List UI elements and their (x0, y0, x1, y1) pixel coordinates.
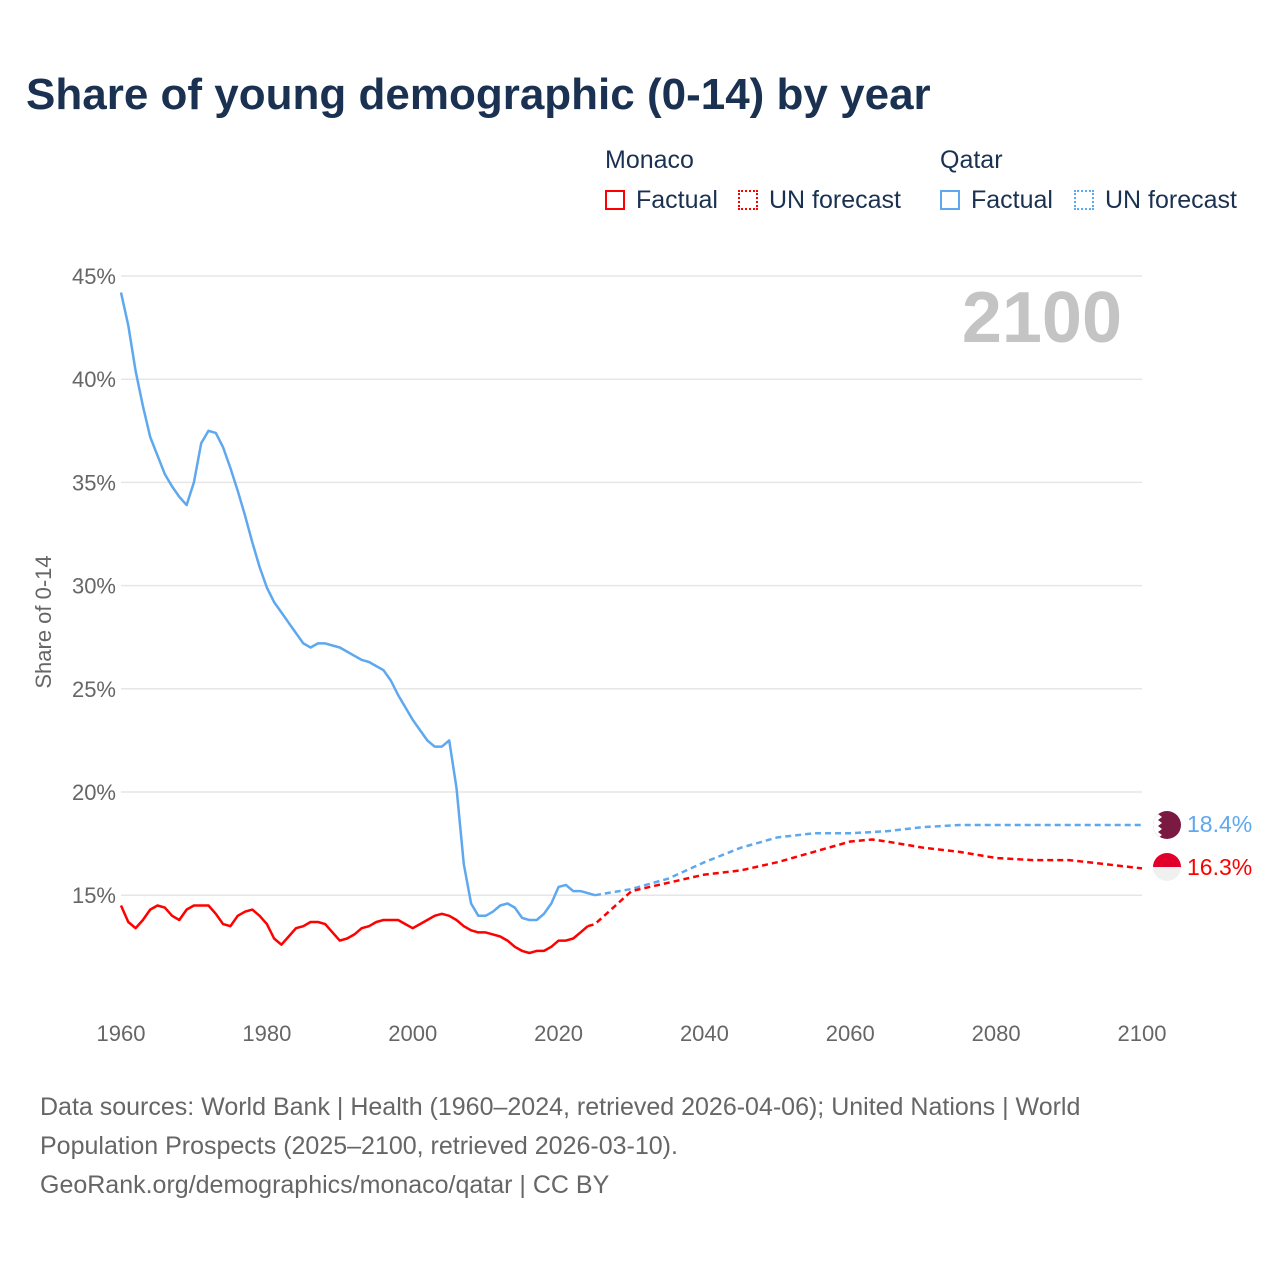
x-tick-label: 2040 (680, 1021, 729, 1046)
y-tick-label: 40% (72, 367, 116, 392)
legend-swatch-qatar-factual (940, 190, 960, 210)
series-line-qatar-un-forecast (594, 823, 1142, 897)
y-axis-label: Share of 0-14 (31, 555, 56, 688)
y-tick-label: 35% (72, 470, 116, 495)
qatar-flag-marker (1153, 811, 1181, 839)
footer-sources-1: Data sources: World Bank | Health (1960–… (40, 1093, 1081, 1121)
x-tick-label: 1960 (97, 1021, 146, 1046)
y-tick-label: 15% (72, 883, 116, 908)
legend-swatch-monaco-forecast (738, 190, 758, 210)
series-line-qatar-factual (119, 292, 596, 922)
x-tick-label: 2100 (1118, 1021, 1167, 1046)
x-tick-label: 2020 (534, 1021, 583, 1046)
legend-swatch-monaco-factual (605, 190, 625, 210)
monaco-flag-marker (1153, 853, 1181, 881)
legend-label-qatar-forecast[interactable]: UN forecast (1105, 186, 1237, 214)
year-display: 2100 (962, 278, 1122, 358)
x-tick-label: 2060 (826, 1021, 875, 1046)
x-tick-label: 2080 (972, 1021, 1021, 1046)
legend-group-qatar: Qatar (940, 146, 1003, 174)
footer-sources-2: Population Prospects (2025–2100, retriev… (40, 1132, 678, 1160)
footer-link[interactable]: GeoRank.org/demographics/monaco/qatar | … (40, 1171, 610, 1199)
series-line-monaco-un-forecast (587, 838, 1143, 928)
y-tick-label: 25% (72, 677, 116, 702)
qatar-end-label: 18.4% (1187, 811, 1252, 837)
series-line-monaco-factual (119, 904, 589, 955)
chart-title: Share of young demographic (0-14) by yea… (26, 70, 931, 119)
legend-swatch-qatar-forecast (1074, 190, 1094, 210)
x-tick-label: 1980 (242, 1021, 291, 1046)
y-tick-label: 20% (72, 780, 116, 805)
y-tick-label: 30% (72, 574, 116, 599)
x-tick-label: 2000 (388, 1021, 437, 1046)
legend-label-monaco-factual[interactable]: Factual (636, 186, 718, 214)
legend-label-qatar-factual[interactable]: Factual (971, 186, 1053, 214)
legend-group-monaco: Monaco (605, 146, 694, 174)
plot-area: 15% 20% 25% 30% 35% 40% 45% 1960 1980 2000 2020 204… (31, 264, 1252, 1046)
legend-label-monaco-forecast[interactable]: UN forecast (769, 186, 901, 214)
y-tick-label: 45% (72, 264, 116, 289)
footer: Data sources: World Bank | Health (1960–… (40, 1088, 1190, 1205)
monaco-end-label: 16.3% (1187, 854, 1252, 880)
